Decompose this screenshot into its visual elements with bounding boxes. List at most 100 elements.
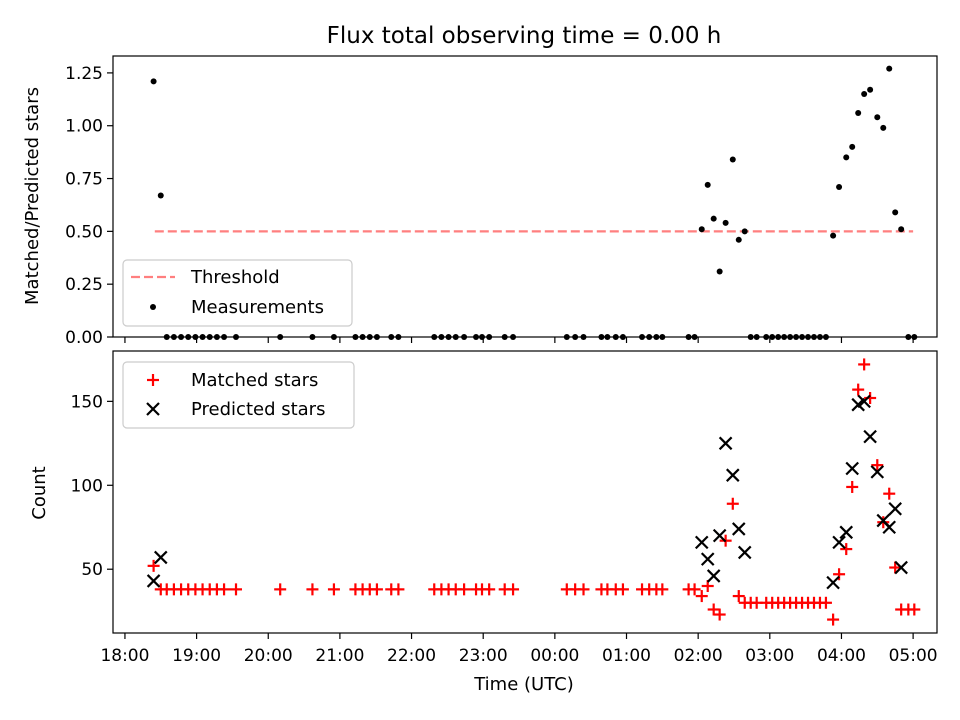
predicted-star-point (870, 465, 885, 479)
measurement-point (861, 91, 868, 98)
matched-star-point (819, 596, 832, 609)
measurement-point (741, 228, 748, 235)
predicted-star-point (863, 429, 877, 444)
measurement-point (886, 65, 893, 72)
bottom-y-tick-label: 100 (71, 476, 103, 496)
matched-star-point (726, 497, 739, 510)
x-tick-label: 04:00 (817, 646, 866, 666)
measurement-point (735, 236, 742, 243)
x-tick-label: 00:00 (530, 646, 579, 666)
top-panel: 0.00 0.25 0.50 0.75 1.00 1.25 Matched/Predict… (22, 55, 938, 348)
predicted-star-point (694, 535, 709, 550)
matched-star-point (871, 459, 884, 472)
predicted-star-point (700, 552, 715, 566)
matched-star-point (852, 383, 865, 396)
predicted-star-point (731, 522, 746, 536)
x-tick-label: 23:00 (459, 646, 508, 666)
predicted-star-point (826, 575, 840, 590)
measurements-legend-marker (150, 304, 156, 310)
x-tick-label: 05:00 (889, 646, 938, 666)
bottom-y-axis-label: Count (29, 466, 50, 519)
measurement-point (836, 183, 843, 190)
matched-star-point (840, 543, 853, 556)
measurement-point (698, 226, 705, 233)
measurement-point (729, 156, 736, 163)
x-tick-label: 19:00 (172, 646, 221, 666)
top-legend: Threshold Measurements (122, 259, 353, 327)
matched-star-point (889, 561, 902, 574)
matched-star-point (713, 608, 726, 621)
predicted-star-point (888, 502, 902, 516)
matched-star-point (327, 583, 340, 596)
top-y-tick-label: 0.50 (65, 222, 103, 242)
predicted-star-point (857, 394, 871, 409)
predicted-star-point (882, 520, 897, 535)
measurement-point (716, 268, 723, 275)
x-tick-label: 20:00 (244, 646, 293, 666)
predicted-star-point (737, 545, 752, 560)
predicted-star-point (718, 436, 733, 451)
matched-star-point (616, 583, 629, 596)
predicted-legend-marker (146, 402, 160, 416)
predicted-star-point (839, 525, 854, 540)
bottom-axes-frame (112, 350, 938, 634)
matched-star-point (507, 583, 520, 596)
top-x-axis (124, 337, 914, 343)
x-tick-label: 02:00 (674, 646, 723, 666)
matched-star-point (230, 583, 243, 596)
matched-star-point (846, 480, 859, 493)
measurement-point (898, 226, 905, 233)
predicted-star-point (845, 461, 859, 476)
top-y-tick-label: 1.00 (65, 117, 103, 137)
measurement-point (722, 219, 729, 226)
predicted-star-point (706, 569, 721, 583)
top-y-tick-label: 0.25 (65, 275, 103, 295)
matched-legend-marker (147, 374, 159, 386)
matched-star-point (274, 583, 287, 596)
matched-star-point (833, 568, 846, 581)
matched-star-point (701, 580, 714, 592)
measurement-point (710, 215, 717, 222)
predicted-star-point (726, 468, 740, 482)
measurements-legend-label: Measurements (191, 297, 324, 318)
top-axes-frame (112, 55, 938, 338)
bottom-legend: Matched stars Predicted stars (122, 361, 355, 429)
measurement-point (892, 209, 899, 216)
predicted-star-point (832, 535, 846, 550)
matched-star-point (656, 583, 669, 596)
predicted-legend-label: Predicted stars (191, 399, 325, 420)
measurement-point (704, 181, 711, 188)
top-y-tick-label: 0.00 (65, 328, 103, 348)
measurement-point (874, 114, 881, 121)
bottom-legend-box (122, 361, 355, 429)
bottom-x-axis: 18:00 19:00 20:00 21:00 22:00 23:00 00:00 01:00… (100, 633, 938, 666)
measurement-point (830, 232, 837, 239)
predicted-star-point (894, 560, 908, 575)
matched-star-point (483, 583, 496, 596)
measurement-point (849, 143, 856, 150)
bottom-y-tick-label: 50 (81, 560, 103, 580)
predicted-star-point (146, 574, 161, 588)
measurement-point (880, 124, 887, 131)
x-tick-label: 18:00 (100, 646, 149, 666)
x-axis-label: Time (UTC) (473, 674, 574, 695)
measurement-point (855, 110, 862, 117)
threshold-legend-label: Threshold (190, 267, 280, 288)
chart-title: Flux total observing time = 0.00 h (327, 23, 722, 49)
x-tick-label: 03:00 (745, 646, 794, 666)
predicted-star-point (153, 550, 168, 565)
matched-star-point (392, 583, 405, 596)
measurement-point (843, 154, 850, 161)
bottom-y-axis: 50 100 150 (71, 392, 113, 580)
matched-star-point (908, 603, 921, 616)
measurement-point (867, 86, 874, 93)
matched-legend-label: Matched stars (191, 370, 318, 391)
matched-star-point (218, 583, 231, 596)
bottom-plot-area (146, 358, 921, 626)
top-legend-box (122, 259, 353, 327)
matched-star-point (858, 358, 871, 371)
measurement-point (150, 78, 157, 85)
x-tick-label: 22:00 (387, 646, 436, 666)
